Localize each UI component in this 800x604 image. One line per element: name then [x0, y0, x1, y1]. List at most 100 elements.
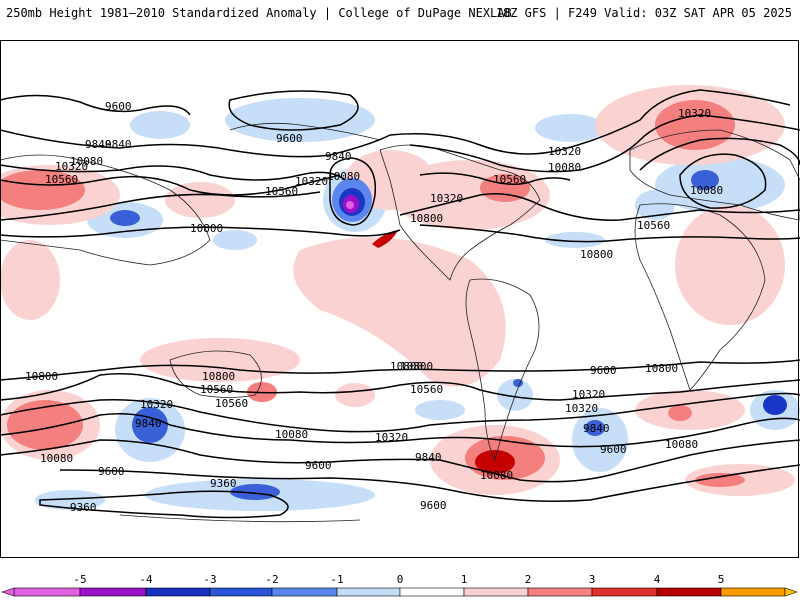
- anomaly-area: [335, 383, 375, 407]
- contour-9600-left: [0, 94, 191, 116]
- colorbar-label: -4: [139, 573, 153, 586]
- anomaly-area: [130, 111, 190, 139]
- contour-10800-south: [0, 359, 800, 381]
- contour-label: 9840: [325, 150, 352, 163]
- anomaly-area: [695, 473, 745, 487]
- contour-label: 10320: [572, 388, 605, 401]
- contour-label: 10560: [45, 173, 78, 186]
- colorbar-right-arrow: [784, 587, 798, 597]
- anomaly-area: [545, 232, 605, 248]
- colorbar-swatch: [145, 587, 211, 597]
- colorbar-label: -5: [73, 573, 86, 586]
- colorbar-tick-labels: -5 -4 -3 -2 -1 0 1 2 3 4 5: [73, 573, 724, 586]
- contour-label: 10320: [548, 145, 581, 158]
- colorbar-label: -1: [330, 573, 343, 586]
- anomaly-area: [213, 230, 257, 250]
- colorbar-label: -3: [203, 573, 216, 586]
- contour-label: 9840: [85, 138, 112, 151]
- contour-10080-europe: [679, 153, 767, 209]
- colorbar-label: -2: [265, 573, 278, 586]
- contour-label: 10800: [202, 370, 235, 383]
- anomaly-map: 9600 9840 10080 10320 10560 10800 9600 9…: [0, 40, 800, 558]
- anomaly-area: [110, 210, 140, 226]
- europe-outline: [629, 129, 800, 221]
- contour-label: 10560: [637, 219, 670, 232]
- anomaly-area: [293, 237, 506, 387]
- colorbar-swatch: [13, 587, 81, 597]
- colorbar-label: 0: [397, 573, 404, 586]
- contour-10800-right: [419, 224, 800, 243]
- map-canvas: 9600 9840 10080 10320 10560 10800 9600 9…: [0, 40, 800, 558]
- contour-label: 9840: [415, 451, 442, 464]
- contour-label: 10800: [390, 360, 423, 373]
- south-america-outline: [465, 278, 540, 462]
- contour-10320-europe: [639, 137, 800, 171]
- contour-label: 10560: [410, 383, 443, 396]
- anomaly-area: [535, 114, 605, 142]
- contour-label: 9840: [135, 417, 162, 430]
- contour-label: 10320: [140, 398, 173, 411]
- contour-label: 10320: [678, 107, 711, 120]
- anomaly-area: [0, 240, 60, 320]
- contour-label: 10800: [400, 360, 433, 373]
- anomaly-area: [763, 395, 787, 415]
- anomaly-area: [372, 230, 398, 248]
- contour-10080-left: [0, 164, 346, 181]
- contour-label: 9360: [210, 477, 237, 490]
- anomaly-area: [0, 170, 85, 210]
- colorbar-canvas: -5 -4 -3 -2 -1 0 1 2 3 4 5: [1, 573, 798, 597]
- antarctica-outline: [119, 514, 361, 523]
- anomaly-area: [585, 420, 605, 436]
- anomaly-area: [165, 182, 235, 218]
- contour-label: 10320: [430, 192, 463, 205]
- anomaly-area: [35, 490, 105, 510]
- contour-10080-south: [0, 413, 800, 448]
- colorbar-swatch: [271, 587, 338, 597]
- negative-anomaly-strong: [110, 170, 787, 500]
- anomaly-area: [668, 405, 692, 421]
- contour-label: 10080: [327, 170, 360, 183]
- contour-label: 9840: [105, 138, 132, 151]
- anomaly-area: [230, 484, 280, 500]
- contour-10560-right: [399, 193, 800, 221]
- africa-outline: [634, 203, 766, 391]
- australia-outline: [169, 350, 262, 398]
- contour-label: 10800: [25, 370, 58, 383]
- colorbar-label: 2: [525, 573, 532, 586]
- anomaly-area: [572, 408, 628, 472]
- contour-10800-left: [0, 226, 401, 238]
- contour-label: 9600: [305, 459, 332, 472]
- colorbar-label: 1: [461, 573, 468, 586]
- colorbar-swatches: [1, 587, 798, 597]
- contour-9840-right: [389, 89, 791, 155]
- contour-label: 10560: [265, 185, 298, 198]
- map-title: 250mb Height 1981–2010 Standardized Anom…: [6, 6, 512, 20]
- colorbar-swatch: [527, 587, 593, 597]
- contour-9600-south: [59, 464, 800, 502]
- contour-10560-south: [0, 373, 800, 401]
- anomaly-area: [635, 190, 675, 220]
- contour-label: 10560: [493, 173, 526, 186]
- anomaly-area: [346, 201, 354, 209]
- contour-9840-left: [0, 129, 391, 158]
- contour-label: 9600: [420, 499, 447, 512]
- contour-label: 9600: [590, 364, 617, 377]
- contour-9840-south: [0, 439, 800, 483]
- colorbar-swatch: [336, 587, 401, 597]
- anomaly-area: [691, 170, 719, 190]
- positive-anomaly-strong: [372, 230, 515, 474]
- contour-label: 9600: [105, 100, 132, 113]
- contour-label-group: 9600 9840 10080 10320 10560 10800 9600 9…: [25, 100, 723, 514]
- contour-label: 10080: [480, 469, 513, 482]
- contour-label: 10080: [665, 438, 698, 451]
- contour-label: 10800: [580, 248, 613, 261]
- contour-label: 10080: [70, 155, 103, 168]
- colorbar-left-arrow: [1, 587, 15, 597]
- colorbar-swatch: [79, 587, 147, 597]
- contour-label: 10800: [410, 212, 443, 225]
- contour-label: 9600: [600, 443, 627, 456]
- contour-10560-left: [0, 191, 321, 221]
- anomaly-area: [675, 205, 785, 325]
- contour-label: 10560: [200, 383, 233, 396]
- colorbar-swatch: [591, 587, 658, 597]
